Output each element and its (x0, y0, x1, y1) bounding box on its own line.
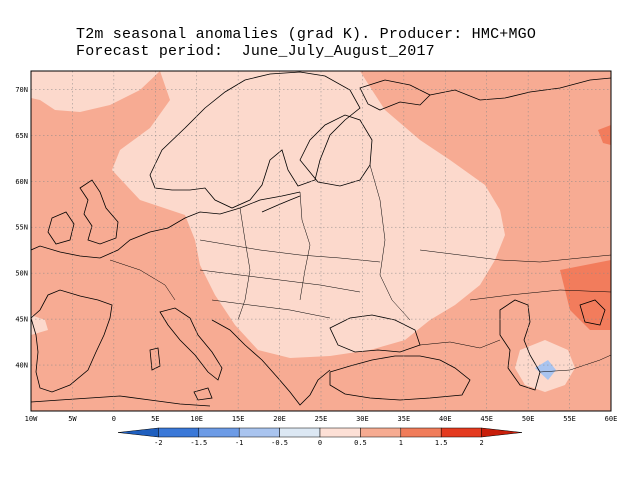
lon-label-5W: 5W (68, 415, 77, 423)
anomaly-region-light-atlantic (31, 315, 48, 335)
anomaly-fill-layer (31, 71, 611, 411)
colorbar-bin-1 (158, 427, 200, 438)
colorbar-bin-3 (238, 427, 280, 438)
border-ne-1 (369, 164, 411, 321)
lat-label-45N: 45N (15, 316, 28, 324)
coastlines (31, 71, 611, 407)
lon-label-10E: 10E (190, 415, 203, 423)
longitude-labels: 10W 5W 0 5E 10E 15E 20E 25E 30E 35E 40E 45E 50E 55E 60… (25, 415, 618, 423)
lon-label-25E: 25E (315, 415, 328, 423)
latitude-labels: 70N 65N 60N 55N 50N 45N 40N (15, 86, 28, 370)
border-central-4 (199, 269, 361, 293)
lat-label-40N: 40N (15, 362, 28, 370)
coast-sardinia (149, 347, 161, 371)
lat-label-70N: 70N (15, 86, 28, 94)
map-title-line-1: T2m seasonal anomalies (grad K). Produce… (76, 26, 537, 43)
coast-iberia (31, 289, 113, 393)
lon-label-45E: 45E (480, 415, 493, 423)
country-borders (109, 164, 611, 373)
lon-label-10W: 10W (25, 415, 38, 423)
lat-label-60N: 60N (15, 178, 28, 186)
lat-label-55N: 55N (15, 224, 28, 232)
coast-kola (359, 79, 431, 111)
colorbar-label-1: -1.5 (190, 439, 207, 447)
lon-label-60E: 60E (605, 415, 618, 423)
border-iran (539, 354, 611, 373)
anomaly-region-strong-east (560, 260, 611, 330)
colorbar-bin-9 (481, 427, 523, 438)
gridlines (30, 71, 612, 411)
map-title-line-2: Forecast period: June_July_August_2017 (76, 43, 435, 60)
coast-balkans (211, 319, 331, 406)
coast-turkey (329, 355, 471, 401)
colorbar-label-2: -1 (235, 439, 243, 447)
anomaly-region-strong-northeast (598, 125, 611, 145)
coast-russia-north (429, 77, 611, 101)
lon-label-0: 0 (112, 415, 116, 423)
coast-ireland (47, 211, 75, 245)
coast-great-britain (79, 179, 119, 245)
coast-continent (31, 191, 301, 259)
lon-label-55E: 55E (563, 415, 576, 423)
lon-label-5E: 5E (151, 415, 159, 423)
border-central-5 (211, 299, 331, 319)
colorbar-bin-5 (319, 427, 361, 438)
colorbar-bin-4 (279, 427, 321, 438)
coast-finland (299, 114, 373, 187)
lon-label-40E: 40E (439, 415, 452, 423)
colorbar-bin-0 (117, 427, 159, 438)
colorbar-label-8: 2 (479, 439, 483, 447)
colorbar-bin-7 (400, 427, 442, 438)
lon-label-35E: 35E (398, 415, 411, 423)
colorbar-label-3: -0.5 (271, 439, 288, 447)
border-central-1 (299, 191, 311, 301)
border-central-2 (237, 207, 251, 321)
colorbar-bin-2 (198, 427, 240, 438)
border-central-3 (199, 239, 381, 263)
border-east-2 (469, 289, 611, 301)
coast-italy (159, 307, 223, 381)
coast-scandinavia (149, 71, 361, 209)
colorbar-bin-6 (360, 427, 402, 438)
border-east-1 (419, 249, 611, 263)
coast-north-africa (31, 395, 211, 407)
colorbar-label-4: 0 (318, 439, 322, 447)
colorbar-label-7: 1.5 (435, 439, 448, 447)
border-france (109, 259, 176, 301)
colorbar-labels: -2 -1.5 -1 -0.5 0 0.5 1 1.5 2 (154, 439, 484, 447)
border-caucasus (419, 339, 501, 349)
colorbar-label-6: 1 (399, 439, 403, 447)
lat-label-50N: 50N (15, 270, 28, 278)
coast-baltic (261, 195, 301, 213)
lon-label-20E: 20E (273, 415, 286, 423)
plot-frame (30, 70, 612, 412)
colorbar-label-0: -2 (154, 439, 162, 447)
lat-label-65N: 65N (15, 132, 28, 140)
coast-sicily (193, 387, 213, 401)
lon-label-50E: 50E (522, 415, 535, 423)
colorbar-bin-8 (440, 427, 482, 438)
anomaly-region-light-central (112, 71, 505, 358)
lon-label-15E: 15E (232, 415, 245, 423)
anomaly-region-light-northwest (31, 71, 160, 112)
lon-label-30E: 30E (356, 415, 369, 423)
colorbar-label-5: 0.5 (354, 439, 367, 447)
colorbar (117, 427, 523, 438)
